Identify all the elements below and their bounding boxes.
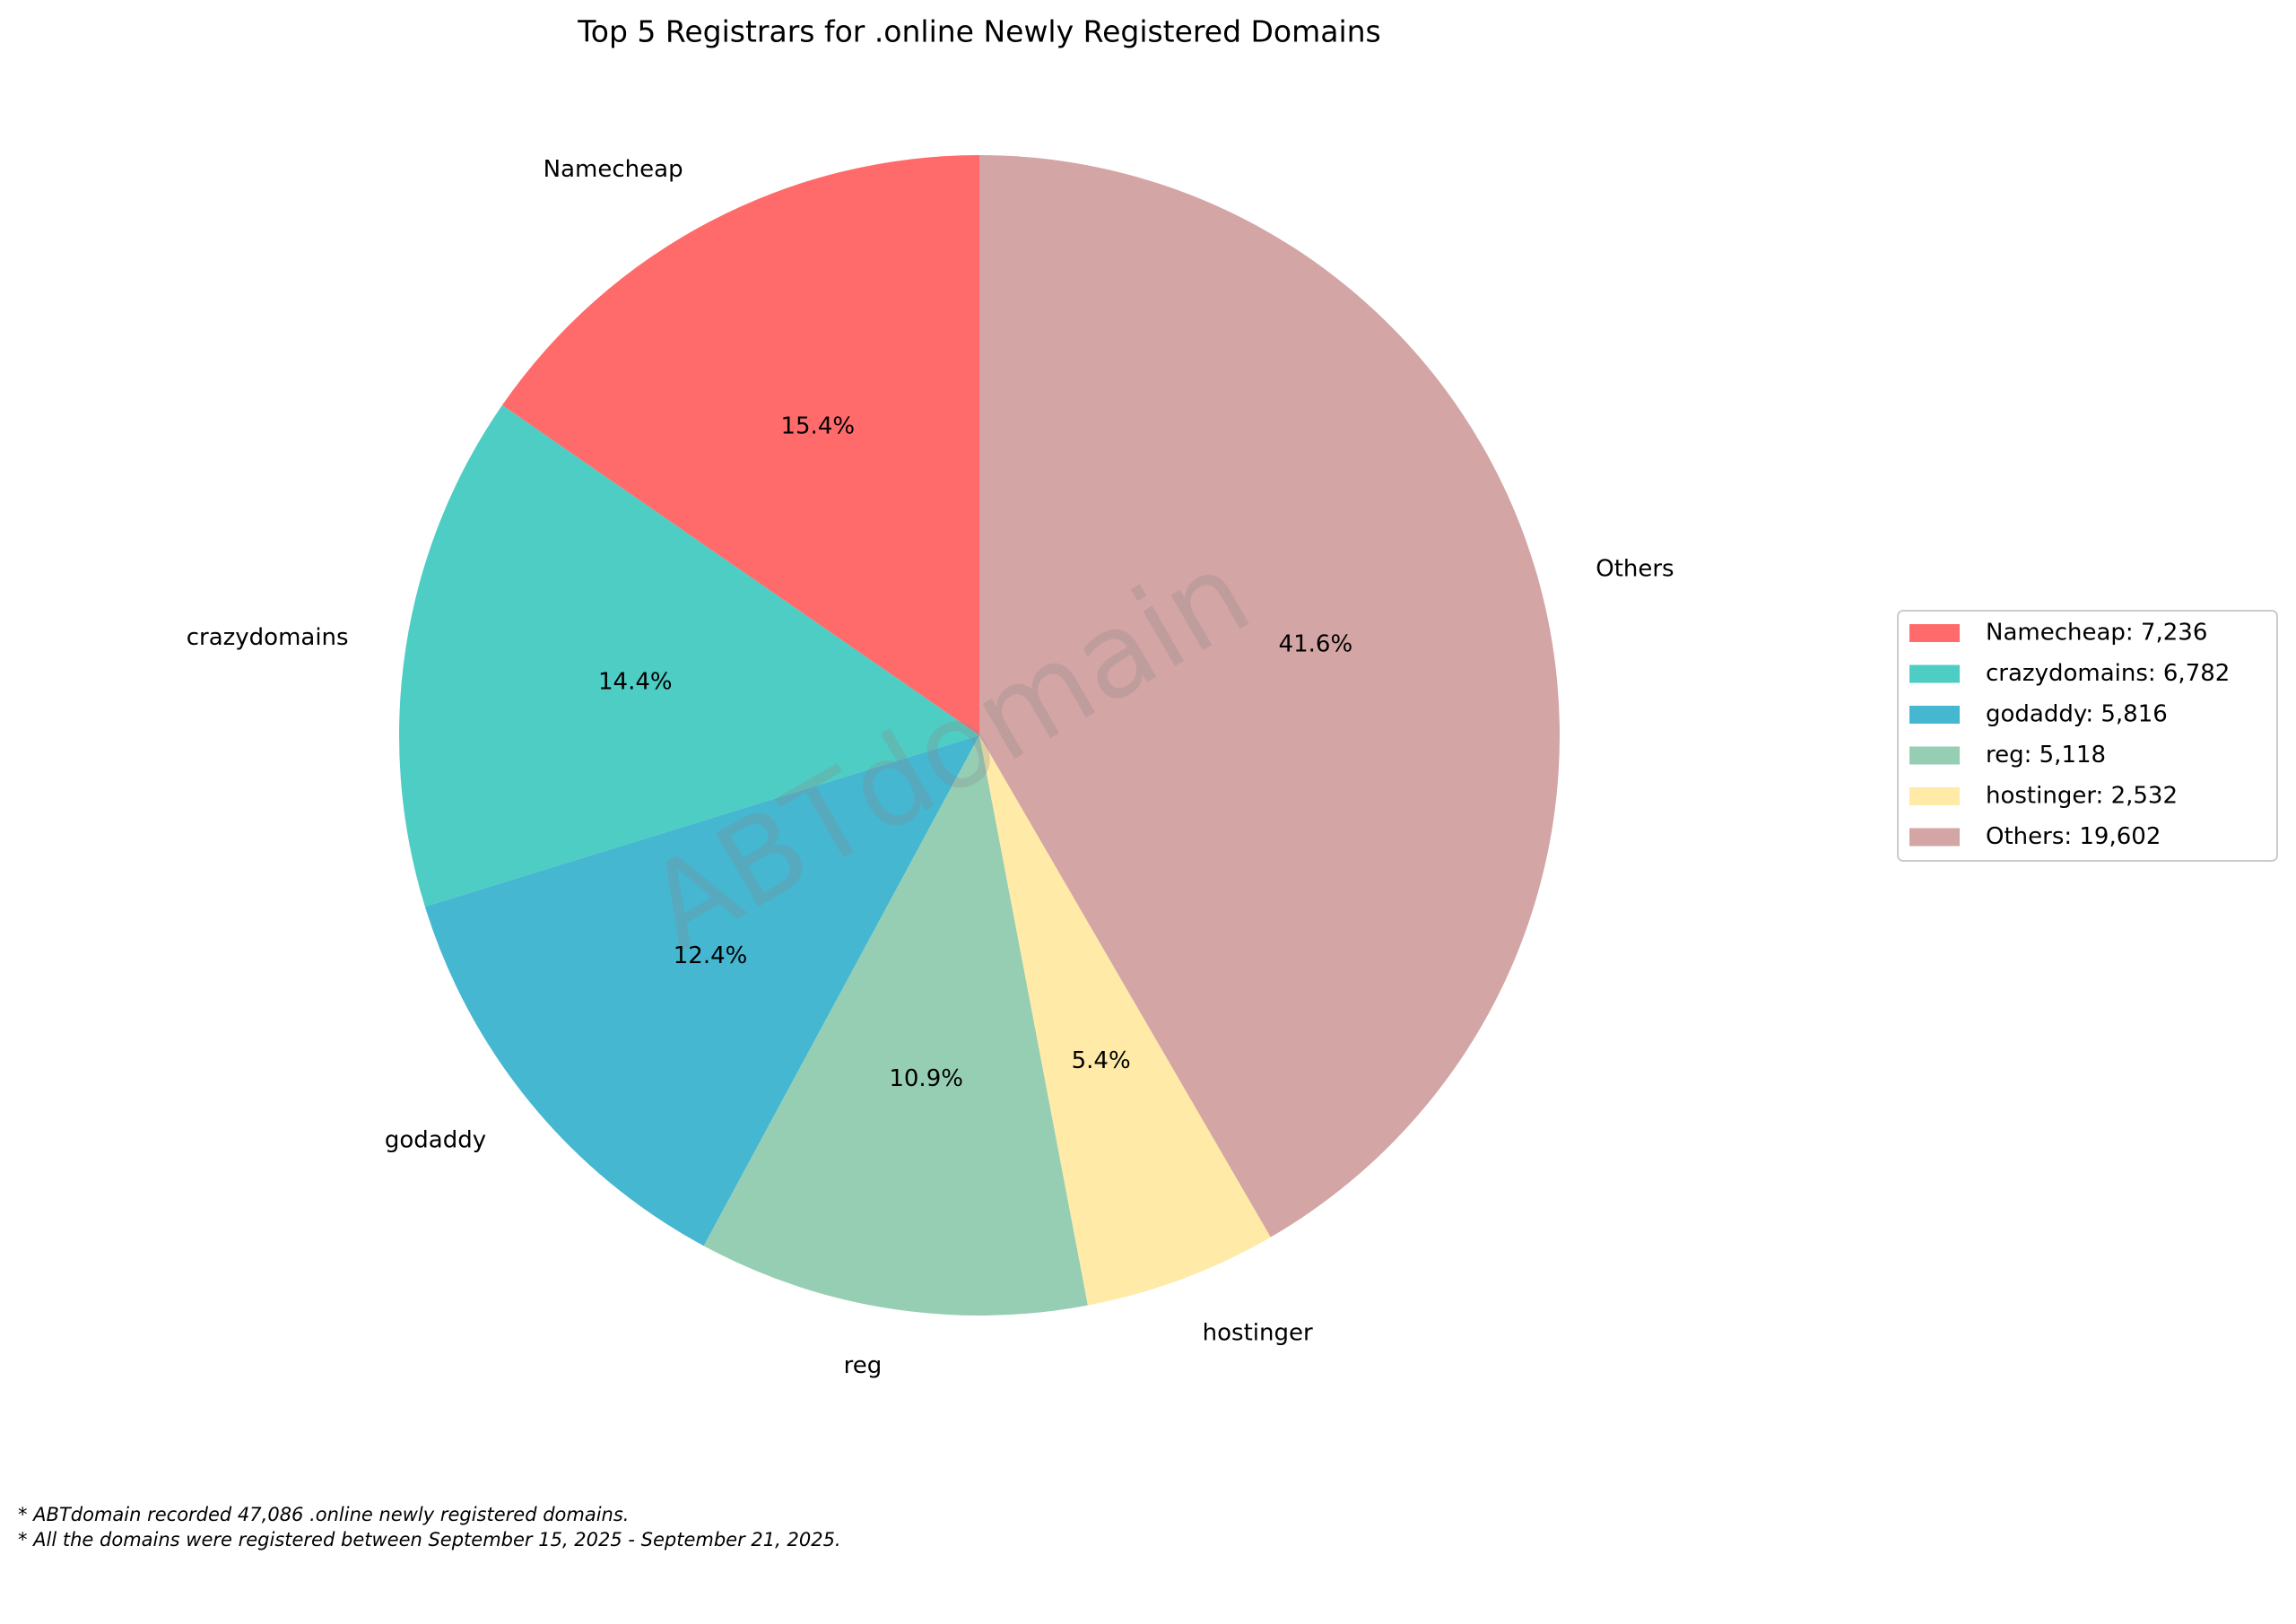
pie-slice: [703, 735, 1088, 1316]
slice-label: hostinger: [1203, 1319, 1313, 1346]
percent-label: 12.4%: [674, 942, 748, 969]
slice-label: reg: [844, 1352, 883, 1379]
legend-swatch: [1909, 706, 1960, 724]
legend-label: Others: 19,602: [1986, 823, 2161, 850]
footnote: * ABTdomain recorded 47,086 .online newl…: [18, 1504, 629, 1525]
percent-label: 15.4%: [780, 413, 855, 440]
pie-slice: [501, 155, 979, 735]
legend-label: reg: 5,118: [1986, 742, 2106, 769]
percent-label: 10.9%: [889, 1065, 963, 1092]
percent-label: 5.4%: [1072, 1047, 1131, 1074]
legend-label: Namecheap: 7,236: [1986, 620, 2207, 647]
pie-slice: [979, 735, 1271, 1306]
legend-label: godaddy: 5,816: [1986, 701, 2168, 728]
labels: 15.4% Namecheap 14.4% crazydomains 12.4% goda…: [187, 156, 1674, 1379]
legend-swatch: [1909, 828, 1960, 847]
footnote: * All the domains were registered betwee…: [18, 1529, 841, 1550]
pie: [398, 154, 1560, 1316]
legend-swatch: [1909, 787, 1960, 805]
slice-label: godaddy: [385, 1126, 486, 1153]
slice-label: crazydomains: [187, 624, 349, 651]
legend-swatch: [1909, 746, 1960, 765]
chart-title: Top 5 Registrars for .online Newly Regis…: [577, 14, 1381, 49]
legend-label: hostinger: 2,532: [1986, 783, 2178, 810]
legend: Namecheap: 7,236 crazydomains: 6,782 godad…: [1909, 620, 2230, 850]
legend-swatch: [1909, 624, 1960, 642]
pie-slice: [424, 735, 980, 1246]
pie-slice: [979, 154, 1560, 1238]
legend-swatch: [1909, 664, 1960, 683]
percent-label: 14.4%: [598, 668, 673, 695]
slice-label: Namecheap: [544, 156, 683, 183]
legend-label: crazydomains: 6,782: [1986, 660, 2230, 687]
slice-label: Others: [1596, 556, 1674, 583]
percent-label: 41.6%: [1279, 631, 1353, 658]
legend-box: [1897, 610, 2278, 862]
pie-slice: [398, 404, 979, 908]
